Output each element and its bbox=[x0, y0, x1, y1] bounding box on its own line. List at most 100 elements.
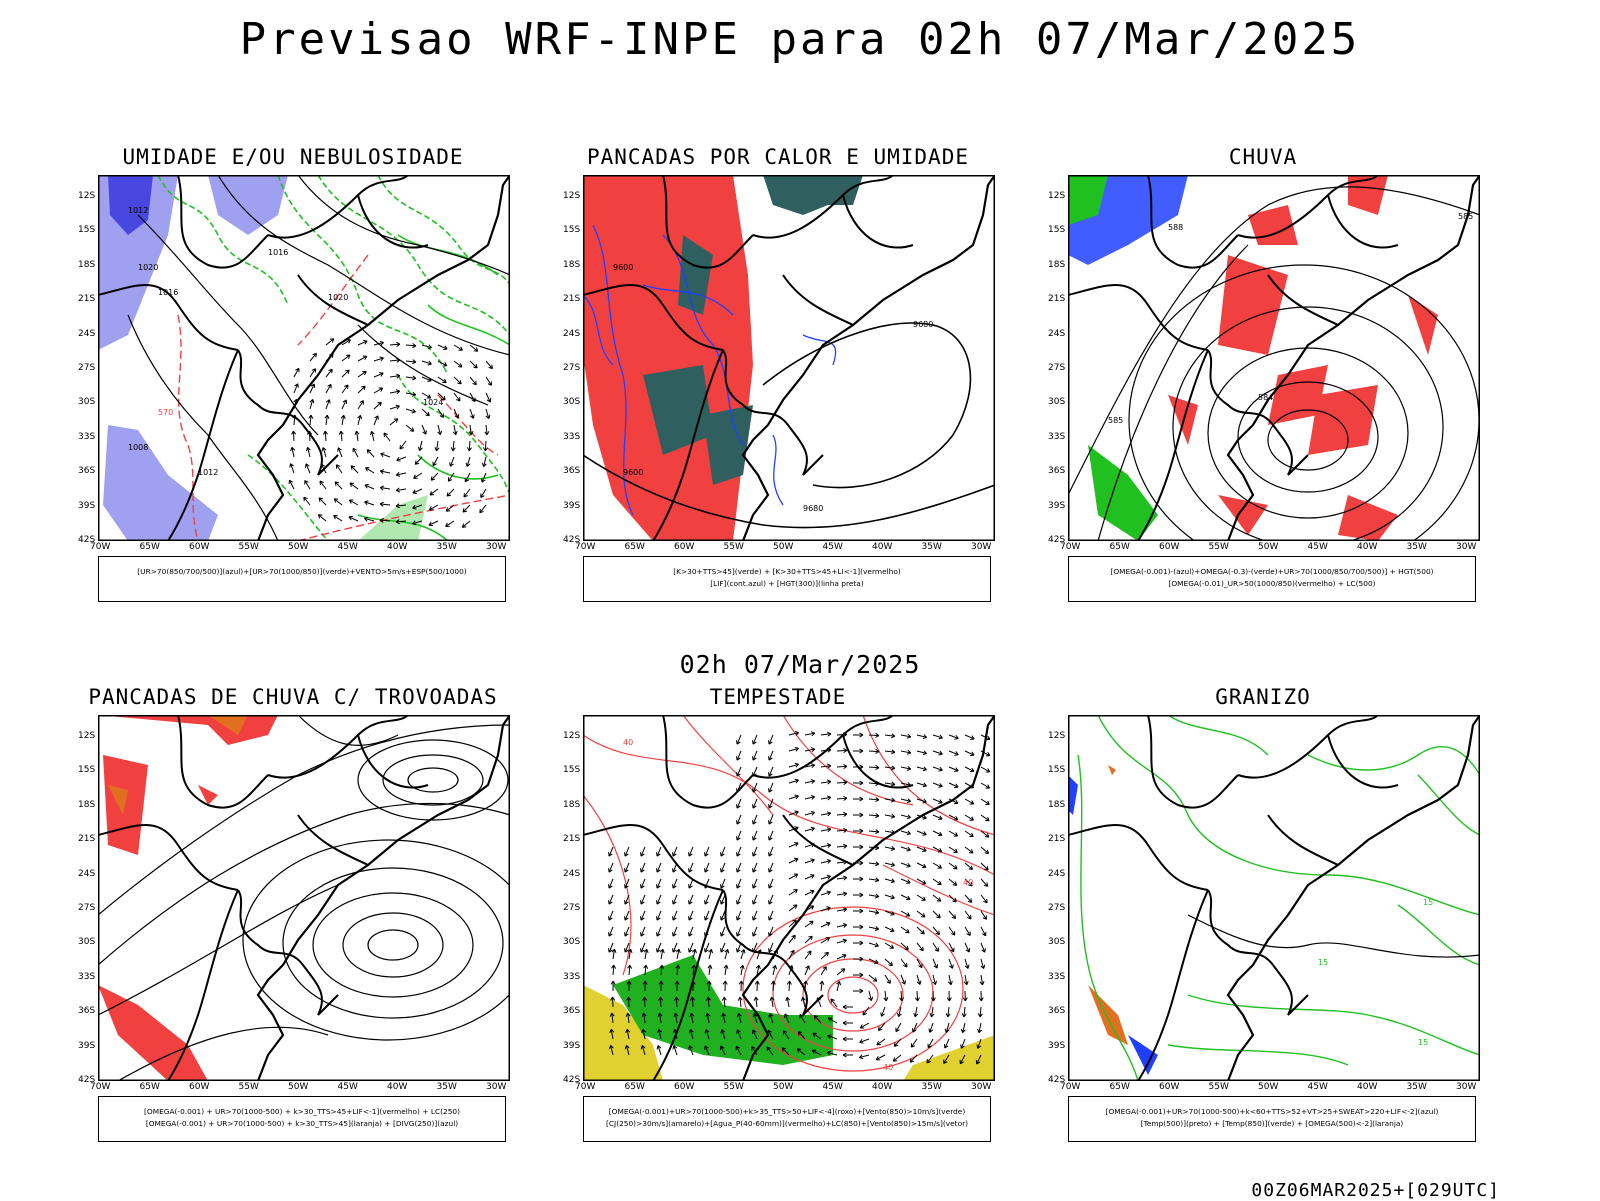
lon-tick-label: 60W bbox=[189, 1082, 210, 1092]
wind-vector bbox=[877, 1022, 886, 1032]
state-border bbox=[317, 454, 339, 476]
run-info-footer: 00Z06MAR2025+[029UTC] bbox=[1251, 1180, 1500, 1201]
lat-tick-label: 36S bbox=[1048, 466, 1066, 477]
wind-vector bbox=[816, 997, 822, 1008]
wind-vector bbox=[799, 1013, 806, 1024]
lon-tick-label: 55W bbox=[1208, 542, 1229, 552]
wind-vector bbox=[943, 1054, 950, 1064]
wind-vector bbox=[883, 990, 889, 1002]
wind-vector bbox=[325, 353, 334, 362]
wind-vector bbox=[820, 890, 831, 896]
wind-vector bbox=[868, 877, 880, 883]
lat-tick-label: 15S bbox=[1048, 225, 1066, 236]
wind-vector bbox=[421, 376, 432, 382]
lon-tick-label: 50W bbox=[773, 542, 794, 552]
wind-vector bbox=[412, 520, 423, 526]
instability-region-teal bbox=[678, 235, 713, 315]
lon-tick-label: 35W bbox=[1406, 1082, 1427, 1092]
wind-vector bbox=[625, 1012, 631, 1024]
wind-vector bbox=[383, 432, 391, 442]
wind-vector bbox=[964, 926, 971, 936]
wind-vector bbox=[853, 924, 864, 930]
wind-vector bbox=[688, 926, 694, 937]
wind-vector bbox=[948, 862, 958, 870]
wind-vector bbox=[819, 980, 825, 992]
map-pancadas-calor: 9600 9680 9680 9600 bbox=[583, 175, 995, 541]
wind-vector bbox=[853, 764, 864, 770]
wind-vector bbox=[980, 862, 989, 871]
wind-vector bbox=[964, 814, 974, 821]
wind-vector bbox=[704, 878, 710, 889]
lat-tick-label: 27S bbox=[78, 363, 96, 373]
wind-vector bbox=[349, 482, 359, 490]
wind-vector bbox=[932, 910, 941, 919]
wind-vector bbox=[853, 860, 864, 866]
lon-tick-label: 50W bbox=[288, 1082, 309, 1092]
wind-vector bbox=[304, 480, 311, 490]
state-border bbox=[787, 424, 808, 476]
wind-vector bbox=[911, 1022, 918, 1033]
contour-label: 1012 bbox=[128, 206, 148, 215]
wind-vector bbox=[672, 846, 678, 857]
wind-vector bbox=[788, 842, 799, 848]
wind-vector bbox=[932, 862, 942, 869]
lat-tick-label: 42S bbox=[563, 535, 581, 545]
wind-vector bbox=[932, 830, 943, 837]
wind-vector bbox=[884, 733, 896, 739]
wind-vector bbox=[914, 990, 920, 1002]
wind-vector bbox=[884, 974, 891, 984]
wind-vector bbox=[656, 926, 662, 937]
contour-label: 1012 bbox=[198, 468, 218, 477]
lon-tick-label: 30W bbox=[971, 542, 992, 552]
lat-tick-label: 12S bbox=[563, 731, 581, 741]
wind-vector bbox=[928, 1022, 934, 1033]
state-border bbox=[1327, 194, 1399, 249]
lat-tick-label: 21S bbox=[78, 834, 96, 845]
forecast-time-subtitle: 02h 07/Mar/2025 bbox=[679, 650, 921, 679]
legend-line: [OMEGA(-0.001)-(azul)+OMEGA(-0.3)-(verde… bbox=[1110, 567, 1434, 576]
state-border bbox=[583, 824, 724, 891]
lon-tick-label: 60W bbox=[1159, 542, 1180, 552]
wind-vector bbox=[469, 344, 479, 352]
panel-legend: [K>30+TTS>45](verde) + [K>30+TTS>45+LI<-… bbox=[583, 556, 991, 602]
state-border bbox=[1327, 734, 1399, 789]
wind-vector bbox=[769, 996, 775, 1008]
wind-vector bbox=[720, 942, 726, 953]
wind-vector bbox=[656, 862, 662, 873]
wind-vector bbox=[768, 910, 774, 921]
wind-vector bbox=[893, 1038, 902, 1047]
contour-label: 570 bbox=[158, 408, 173, 417]
legend-line: [LIF](cont.azul) + [HGT(300)](linha pret… bbox=[710, 579, 864, 588]
wind-vector bbox=[640, 1045, 646, 1056]
lon-tick-label: 55W bbox=[1208, 1082, 1229, 1092]
wind-vector bbox=[788, 857, 799, 864]
wind-vector bbox=[932, 798, 943, 804]
wind-vector bbox=[900, 926, 910, 934]
wind-vector bbox=[405, 359, 417, 365]
map-umidade: 1012 1016 1020 1024 570 1008 1012 1016 1020 bbox=[98, 175, 510, 541]
state-border bbox=[1267, 814, 1339, 866]
lat-tick-label: 27S bbox=[1048, 363, 1066, 373]
panel-legend: [OMEGA(-0.001)+UR>70(1000-500)+k>35_TTS>… bbox=[583, 1096, 991, 1142]
lon-tick-label: 40W bbox=[387, 542, 408, 552]
wind-vector bbox=[884, 749, 896, 755]
wind-vector bbox=[768, 846, 774, 857]
wind-vector bbox=[811, 1049, 822, 1056]
wind-vector bbox=[720, 1029, 726, 1040]
wind-vector bbox=[788, 934, 796, 944]
wind-vector bbox=[640, 862, 646, 873]
wind-vector bbox=[946, 990, 952, 1002]
state-border bbox=[722, 349, 789, 426]
instability-region-teal bbox=[703, 405, 753, 485]
wind-vector bbox=[321, 447, 327, 458]
wind-vector bbox=[720, 894, 726, 905]
state-border bbox=[802, 454, 824, 476]
lat-tick-label: 36S bbox=[1048, 1006, 1066, 1017]
state-border bbox=[662, 715, 754, 809]
wind-vector bbox=[836, 891, 848, 897]
wind-vector bbox=[916, 734, 928, 740]
lat-tick-label: 33S bbox=[78, 971, 96, 982]
wind-vector bbox=[948, 766, 959, 772]
state-border bbox=[1207, 349, 1274, 426]
lon-tick-label: 45W bbox=[337, 542, 358, 552]
